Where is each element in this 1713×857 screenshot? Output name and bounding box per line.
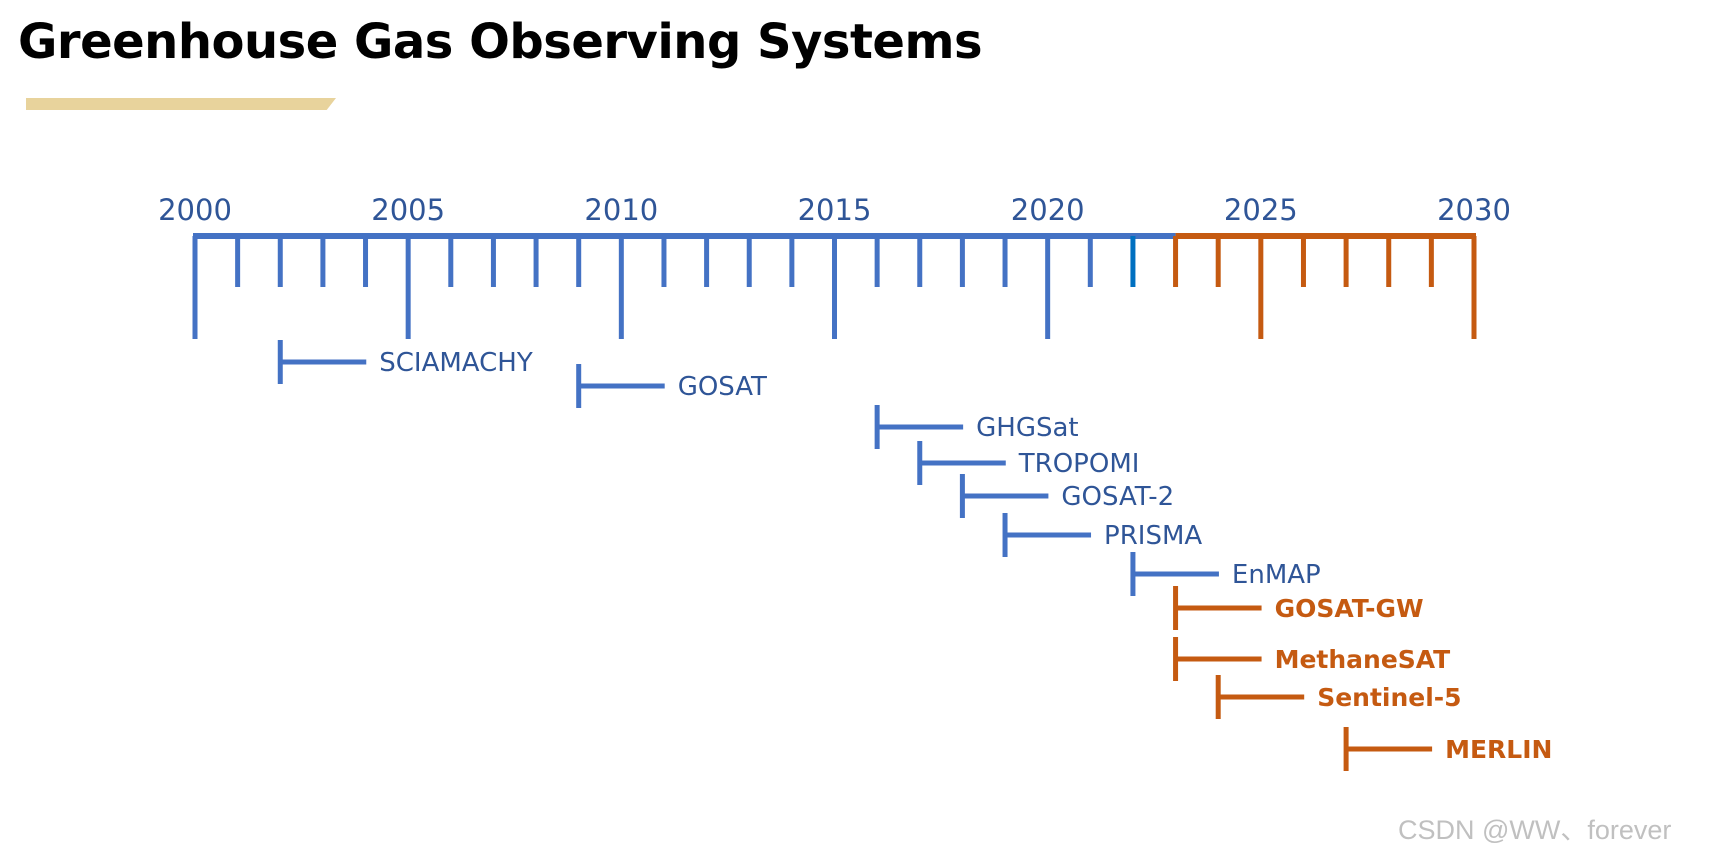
mission-item: EnMAP [1130,552,1321,596]
mission-label: EnMAP [1232,560,1321,590]
mission-label: PRISMA [1104,521,1202,551]
timeline-axis: 2000 2005 2010 2015 2020 2025 2030 [158,193,1511,339]
watermark: CSDN @WW、forever [1398,815,1672,845]
mission-label: GOSAT-2 [1061,482,1174,512]
mission-label: MethaneSAT [1275,645,1451,674]
title-underline [26,98,336,110]
year-label: 2010 [584,193,658,227]
mission-label: GOSAT-GW [1275,594,1424,623]
mission-label: MERLIN [1445,735,1552,764]
mission-label: SCIAMACHY [379,348,533,378]
mission-item: Sentinel-5 [1215,675,1462,719]
page-title: Greenhouse Gas Observing Systems [18,14,983,70]
mission-item: MethaneSAT [1173,637,1451,681]
mission-label: Sentinel-5 [1317,683,1461,712]
year-label: 2000 [158,193,232,227]
mission-label: GHGSat [976,413,1078,443]
year-label: 2025 [1224,193,1298,227]
mission-item: PRISMA [1002,513,1202,557]
mission-label: TROPOMI [1018,449,1140,479]
mission-label: GOSAT [678,372,767,402]
mission-item: MERLIN [1343,727,1552,771]
mission-item: GOSAT [576,364,767,408]
mission-item: GOSAT-GW [1173,586,1424,630]
year-label: 2005 [371,193,445,227]
year-label: 2015 [798,193,872,227]
mission-item: SCIAMACHY [277,340,533,384]
year-label: 2030 [1437,193,1511,227]
mission-item: TROPOMI [917,441,1140,485]
year-label: 2020 [1011,193,1085,227]
mission-item: GOSAT-2 [959,474,1174,518]
mission-item: GHGSat [874,405,1079,449]
